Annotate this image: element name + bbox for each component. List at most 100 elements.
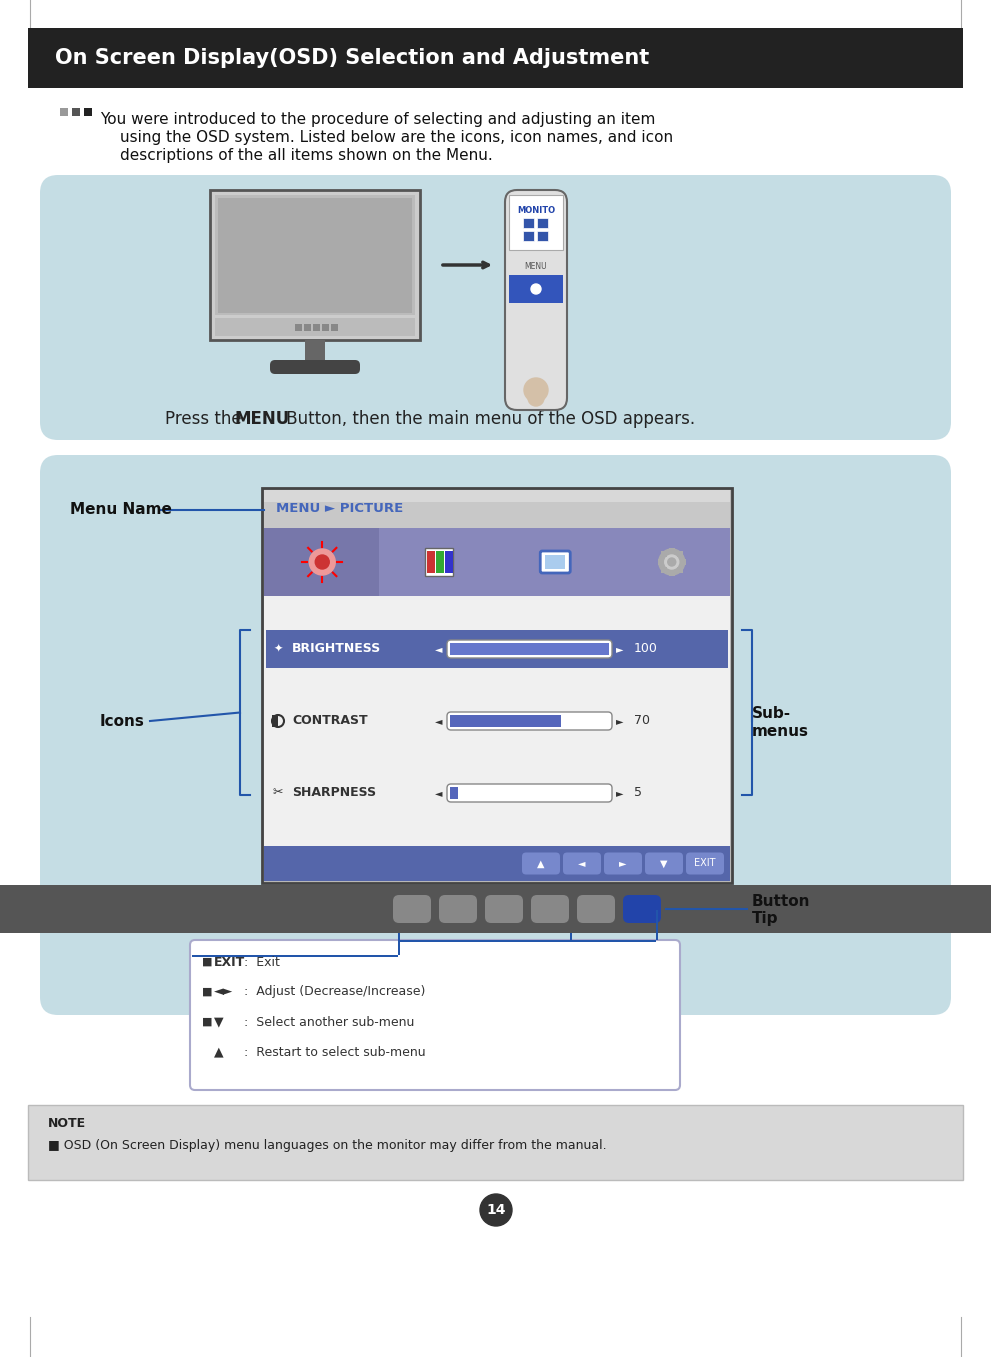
Bar [313, 324, 320, 331]
Text: ✦: ✦ [274, 645, 282, 654]
Bar [509, 195, 563, 250]
Circle shape [531, 284, 541, 294]
Text: MONITO: MONITO [517, 206, 555, 214]
Bar [272, 715, 278, 727]
Bar [570, 934, 572, 940]
Bar [661, 567, 667, 573]
Circle shape [309, 550, 335, 575]
Bar [656, 911, 658, 940]
Text: ▲: ▲ [537, 859, 545, 868]
Bar [570, 940, 572, 942]
Text: menus: menus [752, 723, 809, 738]
Text: EXIT: EXIT [695, 859, 716, 868]
Text: ►: ► [616, 716, 623, 726]
Bar [304, 324, 311, 331]
Bar [677, 567, 683, 573]
Text: ▲: ▲ [214, 1045, 224, 1058]
Text: ◄►: ◄► [214, 985, 233, 999]
FancyBboxPatch shape [540, 551, 570, 573]
FancyBboxPatch shape [393, 896, 431, 923]
FancyBboxPatch shape [447, 712, 612, 730]
FancyBboxPatch shape [40, 175, 951, 440]
Text: ▼: ▼ [660, 859, 668, 868]
Text: ◄: ◄ [435, 788, 443, 798]
Text: ►: ► [616, 788, 623, 798]
Bar [450, 643, 609, 655]
Text: SHARPNESS: SHARPNESS [292, 787, 377, 799]
Circle shape [480, 1194, 512, 1225]
Bar [264, 528, 379, 596]
Bar [425, 548, 453, 575]
Bar [398, 934, 400, 942]
Text: NOTE: NOTE [48, 1117, 86, 1130]
FancyBboxPatch shape [623, 896, 661, 923]
Bar [661, 551, 667, 558]
Bar [84, 109, 92, 115]
Text: ■: ■ [202, 957, 212, 968]
Bar [305, 341, 325, 360]
Bar [445, 551, 453, 573]
Circle shape [315, 555, 329, 569]
FancyBboxPatch shape [577, 896, 615, 923]
Bar [264, 490, 730, 502]
FancyBboxPatch shape [190, 940, 680, 1090]
Bar [658, 559, 664, 565]
Text: Menu Name: Menu Name [70, 502, 171, 517]
Bar [264, 845, 730, 881]
Text: descriptions of the all items shown on the Menu.: descriptions of the all items shown on t… [120, 148, 493, 163]
Bar [509, 275, 563, 303]
Bar [28, 1105, 963, 1181]
Text: ✂: ✂ [273, 787, 283, 799]
Bar [450, 787, 458, 799]
Bar [523, 218, 534, 228]
FancyBboxPatch shape [522, 852, 560, 874]
Bar [656, 911, 658, 934]
FancyBboxPatch shape [645, 852, 683, 874]
Bar [215, 318, 415, 337]
Bar [264, 596, 730, 845]
Circle shape [665, 555, 679, 569]
Text: ◄: ◄ [435, 645, 443, 654]
Circle shape [659, 550, 685, 575]
Bar [450, 715, 561, 727]
Text: You were introduced to the procedure of selecting and adjusting an item: You were introduced to the procedure of … [100, 113, 655, 128]
Text: ■ OSD (On Screen Display) menu languages on the monitor may differ from the manu: ■ OSD (On Screen Display) menu languages… [48, 1139, 606, 1152]
FancyBboxPatch shape [485, 896, 523, 923]
Bar [192, 955, 398, 957]
Bar [680, 559, 686, 565]
Text: ▼: ▼ [214, 1015, 224, 1029]
FancyBboxPatch shape [686, 852, 724, 874]
Bar [295, 324, 302, 331]
Text: 100: 100 [634, 642, 658, 655]
Text: 70: 70 [634, 715, 650, 727]
Text: Button, then the main menu of the OSD appears.: Button, then the main menu of the OSD ap… [281, 410, 695, 427]
Bar [398, 940, 656, 942]
Text: :  Exit: : Exit [240, 955, 279, 969]
Text: Press the: Press the [165, 410, 247, 427]
Bar [0, 885, 991, 934]
FancyBboxPatch shape [447, 784, 612, 802]
FancyBboxPatch shape [447, 641, 612, 658]
Text: ■: ■ [202, 1016, 212, 1027]
Text: Icons: Icons [100, 714, 145, 729]
FancyBboxPatch shape [40, 455, 951, 1015]
Text: BRIGHTNESS: BRIGHTNESS [292, 642, 382, 655]
FancyBboxPatch shape [563, 852, 601, 874]
Bar [72, 109, 80, 115]
Bar [266, 630, 728, 668]
Text: ◄: ◄ [579, 859, 586, 868]
Text: CONTRAST: CONTRAST [292, 715, 368, 727]
Bar [537, 231, 548, 242]
Circle shape [668, 558, 676, 566]
Text: 5: 5 [634, 787, 642, 799]
Text: ►: ► [619, 859, 626, 868]
Text: Button: Button [752, 893, 811, 908]
Text: 14: 14 [487, 1204, 505, 1217]
Bar [537, 218, 548, 228]
Text: MENU ► PICTURE: MENU ► PICTURE [276, 502, 403, 516]
Text: MENU: MENU [524, 262, 547, 271]
Bar [677, 551, 683, 558]
Text: ◄: ◄ [435, 716, 443, 726]
FancyBboxPatch shape [604, 852, 642, 874]
FancyBboxPatch shape [531, 896, 569, 923]
